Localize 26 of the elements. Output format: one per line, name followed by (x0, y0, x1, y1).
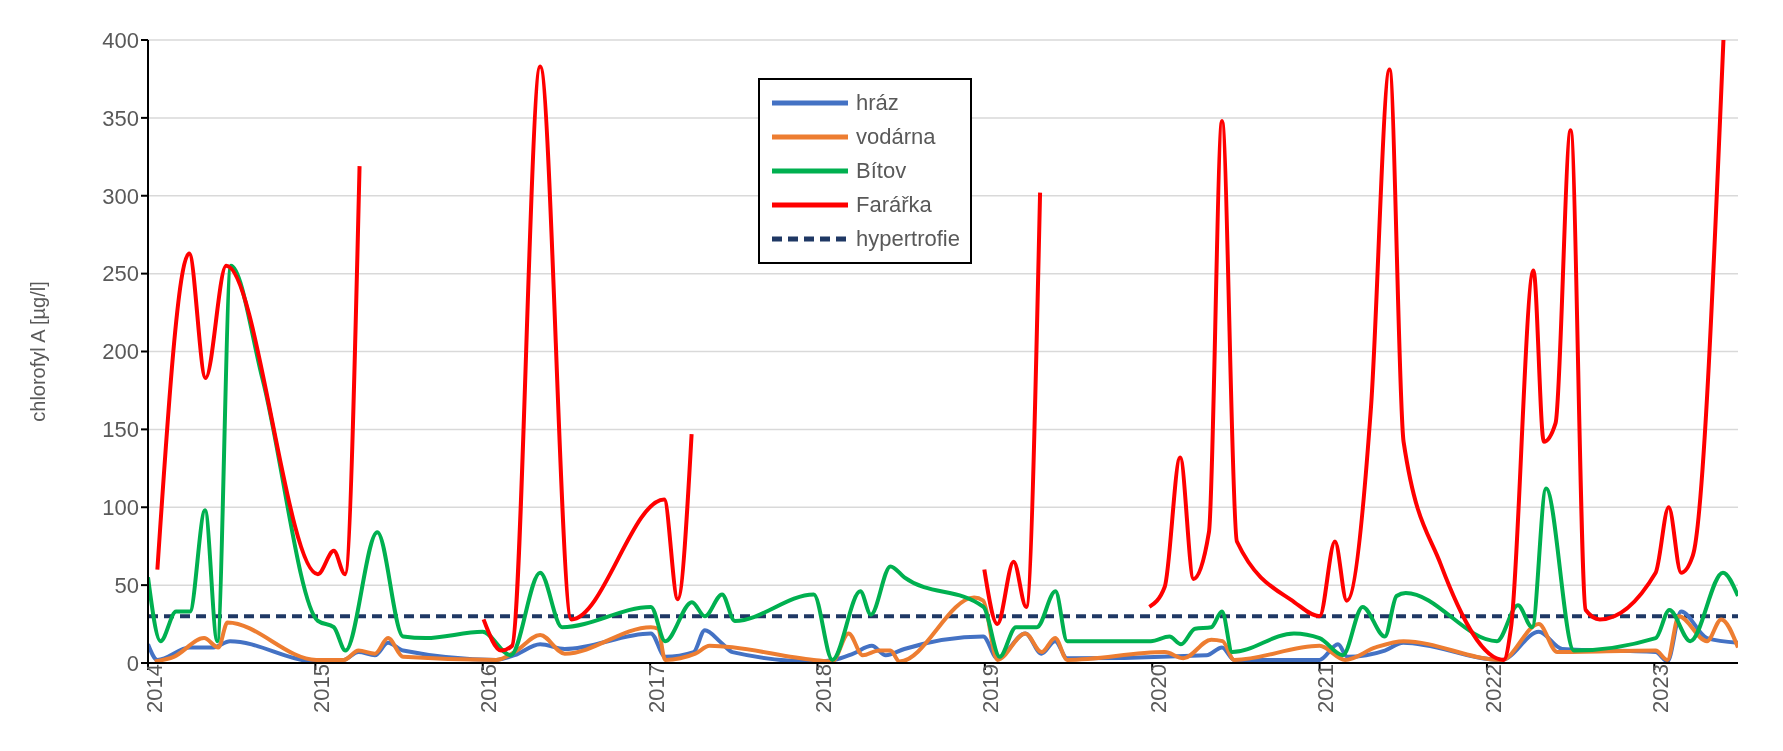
x-tick-label: 2018 (811, 664, 837, 713)
legend-label: hráz (856, 90, 899, 116)
y-tick-label: 200 (102, 339, 139, 365)
y-tick-label: 150 (102, 417, 139, 443)
x-tick-label: 2017 (643, 664, 669, 713)
y-axis-title: chlorofyl A [µg/l] (27, 281, 50, 422)
x-tick-label: 2019 (978, 664, 1004, 713)
y-tick-label: 100 (102, 495, 139, 521)
y-tick-label: 300 (102, 183, 139, 209)
legend-label: hypertrofie (856, 226, 960, 252)
y-tick-label: 0 (126, 650, 139, 676)
legend-label: Bítov (856, 158, 907, 184)
x-tick-label: 2022 (1480, 664, 1506, 713)
legend-label: vodárna (856, 124, 936, 150)
y-tick-label: 400 (102, 27, 139, 53)
x-tick-label: 2014 (141, 664, 167, 713)
x-tick-label: 2021 (1313, 664, 1339, 713)
y-tick-label: 350 (102, 105, 139, 131)
y-tick-label: 250 (102, 261, 139, 287)
line-series (152, 595, 1738, 663)
y-tick-label: 50 (114, 572, 139, 598)
x-tick-label: 2016 (476, 664, 502, 713)
legend-label: Farářka (856, 192, 932, 218)
x-tick-label: 2023 (1647, 664, 1673, 713)
x-tick-label: 2015 (308, 664, 334, 713)
x-tick-label: 2020 (1145, 664, 1171, 713)
